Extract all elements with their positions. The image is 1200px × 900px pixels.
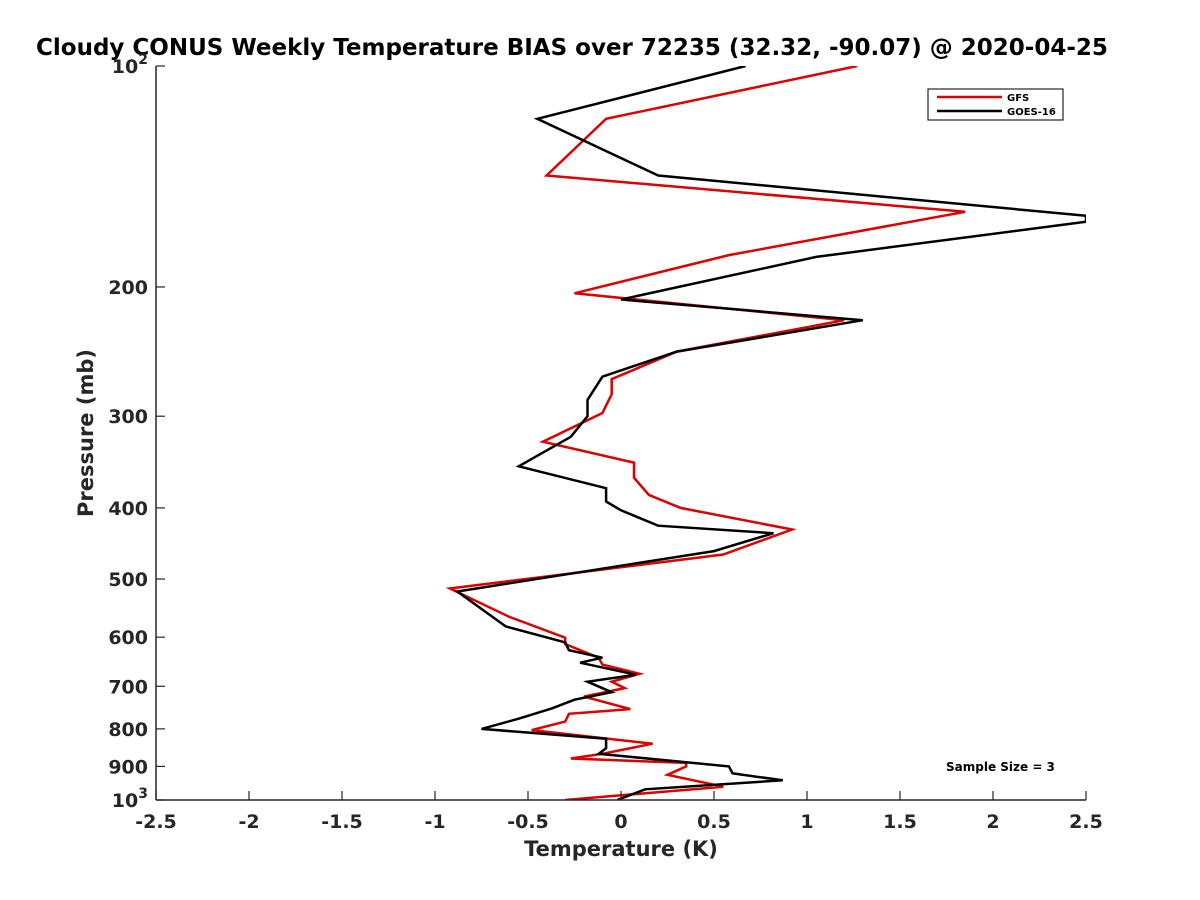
series-line-gfs: [445, 66, 966, 800]
x-tick-label: 2: [986, 811, 999, 833]
y-tick-label: 600: [108, 627, 148, 649]
sample-size-annotation: Sample Size = 3: [946, 760, 1055, 774]
y-tick-label: 300: [108, 406, 148, 428]
legend: GFS GOES-16: [927, 88, 1064, 121]
y-tick-label: 800: [108, 719, 148, 741]
y-ticks: 102 200 300 400 500 600 700 800 900 103: [108, 52, 165, 812]
y-tick-label: 200: [108, 277, 148, 299]
x-tick-label: 0: [614, 811, 627, 833]
x-tick-label: 0.5: [697, 811, 731, 833]
y-tick-label: 900: [108, 756, 148, 778]
x-tick-label: -2: [238, 811, 259, 833]
x-tick-label: -0.5: [507, 811, 549, 833]
x-tick-label: 1.5: [883, 811, 917, 833]
x-ticks: -2.5 -2 -1.5 -1 -0.5 0 0.5 1 1.5 2 2.5: [135, 791, 1103, 833]
legend-label-gfs: GFS: [1007, 93, 1029, 104]
x-axis-label: Temperature (K): [524, 837, 718, 861]
x-tick-label: 1: [800, 811, 813, 833]
y-tick-label: 102: [112, 52, 148, 78]
y-tick-label: 700: [108, 676, 148, 698]
chart-title: Cloudy CONUS Weekly Temperature BIAS ove…: [36, 35, 1108, 61]
series-line-goes16: [454, 66, 1086, 800]
y-tick-label: 500: [108, 569, 148, 591]
series-layer: [445, 66, 1086, 800]
y-tick-label: 103: [112, 786, 148, 812]
x-tick-label: -2.5: [135, 811, 177, 833]
legend-box: [927, 88, 1064, 121]
legend-label-goes16: GOES-16: [1007, 107, 1056, 118]
x-tick-label: 2.5: [1069, 811, 1103, 833]
x-tick-label: -1.5: [321, 811, 363, 833]
y-axis-label: Pressure (mb): [74, 349, 98, 517]
x-tick-label: -1: [424, 811, 445, 833]
y-tick-label: 400: [108, 498, 148, 520]
